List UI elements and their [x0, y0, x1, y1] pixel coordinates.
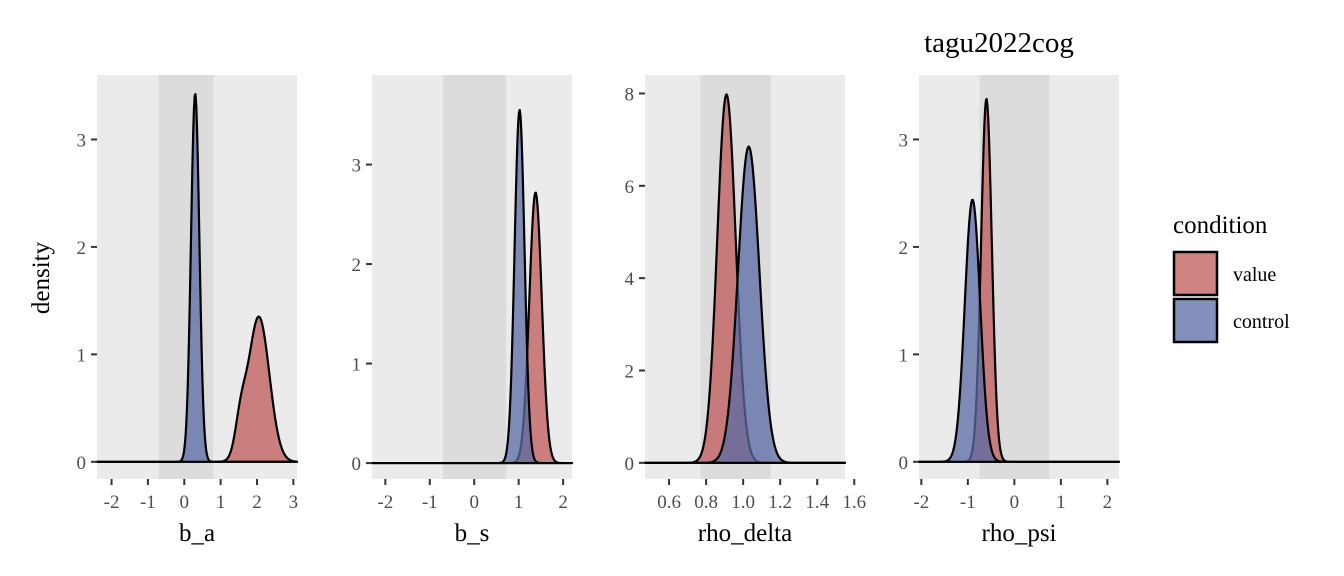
panel-b_a: -2 -1 0 1 2 3 0 1 2 3 b_a	[77, 75, 299, 547]
y-tick-label: 3	[899, 130, 909, 151]
x-tick-label: 0	[180, 492, 190, 513]
x-axis-title: rho_psi	[982, 520, 1057, 547]
panel-rho_delta: 0.6 0.8 1.0 1.2 1.4 1.6 0 2 4 6 8 rho_delta	[625, 75, 866, 547]
x-tick-label: 0.6	[657, 492, 681, 513]
density-area-control	[917, 198, 1121, 463]
x-tick-label: 0	[1010, 492, 1020, 513]
y-tick-label: 2	[625, 361, 635, 382]
y-tick-label: 2	[899, 238, 909, 259]
panel-b_s: -2 -1 0 1 2 0 1 2 3 b_s	[352, 75, 574, 547]
x-tick-label: -2	[104, 492, 120, 513]
y-tick-label: 1	[77, 345, 87, 366]
x-tick-label: 2	[558, 492, 568, 513]
y-tick-label: 3	[77, 130, 87, 151]
y-tick-label: 4	[625, 269, 635, 290]
x-tick-label: -2	[913, 492, 929, 513]
y-tick-label: 1	[352, 355, 362, 376]
y-tick-label: 2	[352, 255, 362, 276]
y-tick-label: 6	[625, 177, 635, 198]
facet-panels: -2 -1 0 1 2 3 0 1 2 3 b_a -2 -1 0 1 2 0 1 2 3 b_s 0.6 0.8 1.0 1.…	[77, 75, 1121, 547]
x-tick-label: -1	[140, 492, 156, 513]
panel-rho_psi: -2 -1 0 1 2 0 1 2 3 rho_psi	[899, 75, 1121, 547]
y-tick-label: 8	[625, 84, 635, 105]
x-tick-label: 1	[216, 492, 226, 513]
x-tick-label: -2	[377, 492, 393, 513]
y-axis-title: density	[28, 241, 55, 314]
figure-title: tagu2022cog	[924, 27, 1074, 59]
x-tick-label: 1.0	[731, 492, 755, 513]
x-axis-title: rho_delta	[698, 520, 792, 547]
legend-label-value: value	[1233, 264, 1276, 286]
y-tick-label: 0	[899, 453, 909, 474]
y-tick-label: 0	[625, 454, 635, 475]
legend: condition value control	[1172, 212, 1290, 344]
legend-key-control	[1172, 297, 1219, 344]
x-tick-label: 1.4	[805, 492, 829, 513]
x-tick-label: 0.8	[694, 492, 718, 513]
x-tick-label: 1.6	[842, 492, 866, 513]
x-tick-label: 1.2	[768, 492, 792, 513]
x-tick-label: 2	[1103, 492, 1113, 513]
x-axis-title: b_s	[455, 520, 490, 547]
x-tick-label: -1	[960, 492, 976, 513]
y-tick-label: 0	[77, 453, 87, 474]
x-tick-label: 1	[1056, 492, 1066, 513]
legend-key-value	[1172, 250, 1219, 297]
x-tick-label: 2	[252, 492, 262, 513]
x-axis-title: b_a	[179, 520, 215, 547]
x-tick-label: 0	[469, 492, 479, 513]
y-tick-label: 2	[77, 238, 87, 259]
legend-label-control: control	[1233, 311, 1290, 333]
x-tick-label: -1	[422, 492, 438, 513]
x-tick-label: 3	[289, 492, 299, 513]
legend-title: condition	[1173, 212, 1268, 239]
shaded-band	[443, 75, 507, 479]
y-tick-label: 1	[899, 345, 909, 366]
density-area-control	[370, 108, 574, 465]
density-area-control	[643, 145, 847, 464]
y-tick-label: 3	[352, 156, 362, 177]
density-area-control	[95, 92, 299, 463]
x-tick-label: 1	[514, 492, 524, 513]
y-tick-label: 0	[352, 454, 362, 475]
